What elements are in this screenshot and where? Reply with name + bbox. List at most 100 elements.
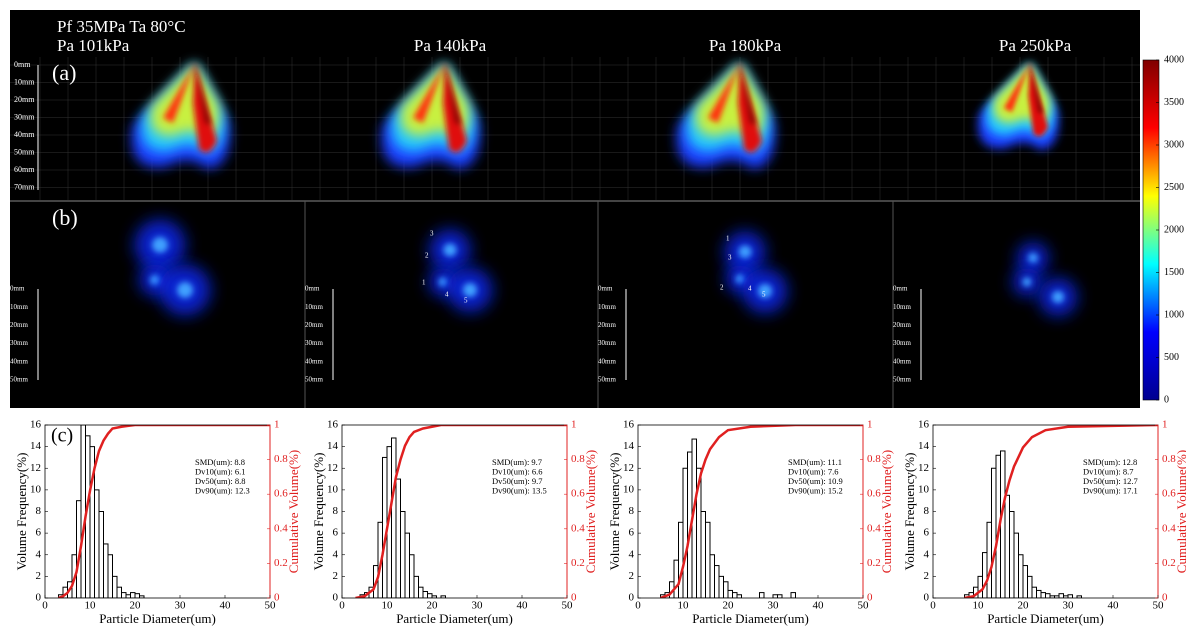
cumulative-line xyxy=(355,425,567,598)
stats-annotation: Dv90(um): 15.2 xyxy=(788,485,843,495)
bar xyxy=(723,581,729,598)
pressure-label: Pa 250kPa xyxy=(999,36,1072,55)
bar xyxy=(714,565,720,598)
bar xyxy=(391,437,397,598)
pressure-label: Pa 140kPa xyxy=(414,36,487,55)
y-tick-label: 0 xyxy=(36,592,42,604)
colorbar-tick-label: 1000 xyxy=(1164,309,1184,320)
y2-axis-label: Cumulative Volume(%) xyxy=(1174,450,1186,573)
scale-label: 10mm xyxy=(598,303,616,311)
bar xyxy=(1031,586,1037,598)
stats-annotation: Dv10(um): 8.7 xyxy=(1083,466,1134,476)
y-tick-label: 16 xyxy=(30,419,42,431)
scale-label: 30mm xyxy=(893,339,911,347)
y2-tick-label: 0.2 xyxy=(867,557,881,569)
scale-label: 0mm xyxy=(10,285,25,293)
y2-tick-label: 0.4 xyxy=(571,522,585,534)
plot-area xyxy=(964,425,1158,598)
y2-tick-label: 0.2 xyxy=(274,557,288,569)
bar xyxy=(400,511,406,598)
y2-tick-label: 0.4 xyxy=(1162,522,1176,534)
x-tick-label: 40 xyxy=(220,600,232,612)
bar xyxy=(80,425,86,598)
y2-tick-label: 1 xyxy=(274,419,280,431)
y-tick-label: 8 xyxy=(924,505,930,517)
y-tick-label: 14 xyxy=(623,440,635,452)
bar xyxy=(409,554,415,598)
point-label: 1 xyxy=(422,279,426,287)
spray-core xyxy=(708,63,740,123)
y2-tick-label: 1 xyxy=(1162,419,1168,431)
bar xyxy=(759,592,765,598)
bar xyxy=(1027,575,1033,598)
y-tick-label: 14 xyxy=(30,440,42,452)
y2-tick-label: 1 xyxy=(867,419,873,431)
scale-label: 0mm xyxy=(598,285,613,293)
spray-image xyxy=(676,63,775,169)
bar xyxy=(112,575,118,598)
bar xyxy=(1022,565,1028,598)
bar xyxy=(673,559,679,598)
stats-annotation: SMD(um): 8.8 xyxy=(195,457,245,467)
scale-label: 10mm xyxy=(14,77,35,86)
condition-label: Pf 35MPa Ta 80°C xyxy=(57,17,186,36)
droplet-core xyxy=(463,283,477,297)
x-tick-label: 20 xyxy=(723,600,735,612)
bar xyxy=(727,589,733,598)
x-tick-label: 10 xyxy=(85,600,97,612)
scale-label: 40mm xyxy=(305,357,323,365)
stats-annotation: Dv10(um): 7.6 xyxy=(788,466,839,476)
pressure-label: Pa 101kPa xyxy=(57,36,130,55)
y-tick-label: 14 xyxy=(327,440,339,452)
y-tick-label: 0 xyxy=(629,592,635,604)
bar xyxy=(991,467,997,598)
scale-label: 50mm xyxy=(893,376,911,384)
bar xyxy=(94,489,100,598)
scale-label: 20mm xyxy=(10,321,28,329)
bar xyxy=(1067,594,1073,598)
bar xyxy=(705,521,711,598)
droplet-core xyxy=(443,243,457,257)
droplet-core xyxy=(1052,291,1064,303)
y2-tick-label: 0.6 xyxy=(1162,488,1176,500)
y-axis-label: Volume Frequency(%) xyxy=(607,453,622,571)
spray-core xyxy=(195,63,211,125)
scale-label: 40mm xyxy=(893,357,911,365)
stats-annotation: Dv50(um): 12.7 xyxy=(1083,476,1138,486)
bar xyxy=(986,521,992,598)
y2-tick-label: 0 xyxy=(274,592,280,604)
y2-tick-label: 0 xyxy=(1162,592,1168,604)
colorbar-tick-label: 4000 xyxy=(1164,54,1184,65)
bar xyxy=(709,554,715,598)
y2-tick-label: 0 xyxy=(867,592,873,604)
colorbar-tick-label: 1500 xyxy=(1164,267,1184,278)
y2-tick-label: 0.2 xyxy=(1162,557,1176,569)
y2-tick-label: 0.6 xyxy=(571,488,585,500)
y-tick-label: 8 xyxy=(333,505,339,517)
bar xyxy=(125,594,131,598)
scale-label: 70mm xyxy=(14,182,35,191)
bar xyxy=(1018,554,1024,598)
y2-tick-label: 0.6 xyxy=(867,488,881,500)
bar xyxy=(107,554,113,598)
y2-axis-label: Cumulative Volume(%) xyxy=(286,450,301,573)
y2-tick-label: 0 xyxy=(571,592,577,604)
scale-label: 10mm xyxy=(10,303,28,311)
spray-core xyxy=(163,63,195,123)
x-tick-label: 0 xyxy=(930,600,936,612)
y-axis-label: Volume Frequency(%) xyxy=(311,453,326,571)
stats-annotation: Dv50(um): 10.9 xyxy=(788,476,843,486)
spray-image xyxy=(131,63,230,169)
cumulative-line xyxy=(58,425,270,598)
y-tick-label: 10 xyxy=(327,483,339,495)
spray-image xyxy=(978,63,1059,150)
bar xyxy=(440,595,446,598)
x-tick-label: 30 xyxy=(1063,600,1075,612)
colorbar-tick-label: 500 xyxy=(1164,352,1179,363)
x-tick-label: 30 xyxy=(175,600,187,612)
bar xyxy=(1036,589,1042,598)
y-axis-label: Volume Frequency(%) xyxy=(902,453,917,571)
scale-label: 50mm xyxy=(14,147,35,156)
scale-label: 60mm xyxy=(14,165,35,174)
stats-annotation: Dv90(um): 13.5 xyxy=(492,485,547,495)
